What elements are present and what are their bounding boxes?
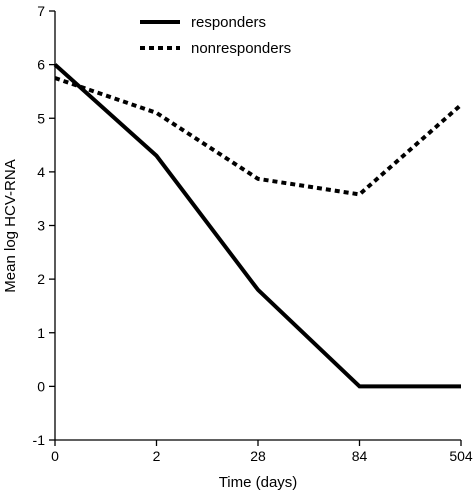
series-line-nonresponders [54,76,463,197]
x-tick-label: 2 [153,448,161,464]
y-tick-label: 5 [37,110,45,126]
x-axis-title: Time (days) [219,474,298,490]
y-tick-label: 3 [37,218,45,234]
y-tick-label: 2 [37,271,45,287]
series-layer [53,63,463,389]
x-tick-label: 28 [250,448,266,464]
series-line-responders [53,63,461,389]
legend-label-responders: responders [191,14,266,31]
x-tick-label: 504 [449,448,473,464]
y-axis: -1 0 1 2 3 4 5 6 7 [33,3,56,448]
y-tick-label: 7 [37,3,45,19]
y-axis-title: Mean log HCV-RNA [2,159,19,292]
legend-label-nonresponders: nonresponders [191,40,291,57]
y-tick-label: 1 [37,325,45,341]
y-tick-label: 4 [37,164,45,180]
legend: responders nonresponders [140,14,291,57]
x-tick-label: 84 [352,448,368,464]
x-axis: 0 2 28 84 504 [51,439,473,464]
y-tick-label: 6 [37,57,45,73]
x-tick-label: 0 [51,448,59,464]
y-tick-label: -1 [33,432,46,448]
y-tick-label: 0 [37,378,45,394]
